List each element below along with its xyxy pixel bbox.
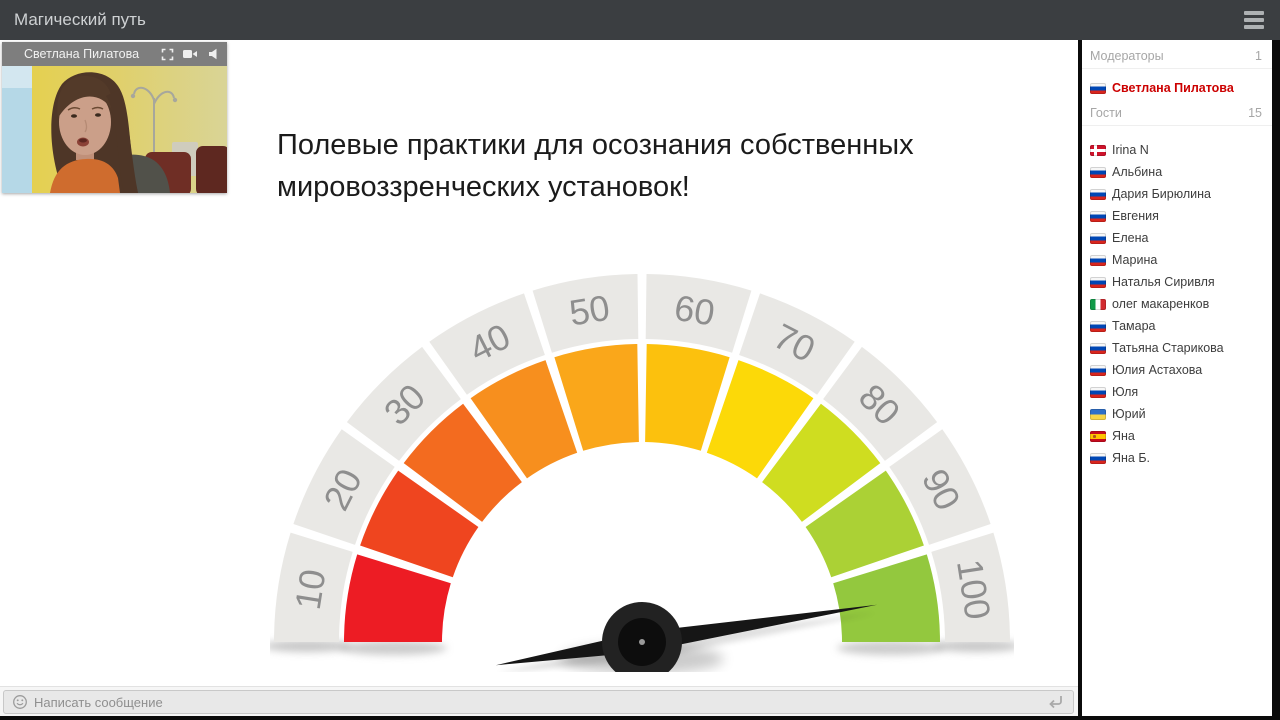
speaker-person (50, 72, 138, 193)
right-edge-strip (1272, 40, 1280, 720)
webcam-header: Светлана Пилатова (2, 42, 227, 66)
window-title: Магический путь (14, 10, 146, 29)
panel-divider (1078, 40, 1082, 720)
participant-row[interactable]: Юлия Астахова (1082, 359, 1272, 381)
participant-name: Елена (1112, 231, 1149, 245)
flag-icon (1090, 452, 1106, 464)
flag-icon (1090, 82, 1106, 94)
guests-count: 15 (1248, 106, 1262, 120)
speaker-icon[interactable] (204, 46, 222, 62)
participant-name: олег макаренков (1112, 297, 1210, 311)
participant-name: Дария Бирюлина (1112, 187, 1211, 201)
participant-name: Тамара (1112, 319, 1156, 333)
participant-name: Юлия Астахова (1112, 363, 1203, 377)
participant-name: Наталья Сиривля (1112, 275, 1215, 289)
webcam-video-feed (2, 66, 227, 193)
floor-lamp (130, 86, 178, 160)
flag-icon (1090, 276, 1106, 288)
participant-name: Яна (1112, 429, 1135, 443)
participant-row[interactable]: Татьяна Старикова (1082, 337, 1272, 359)
participant-name: Марина (1112, 253, 1158, 267)
chat-message-input[interactable] (3, 690, 1074, 714)
svg-text:50: 50 (566, 287, 612, 334)
flag-icon (1090, 166, 1106, 178)
flag-icon (1090, 254, 1106, 266)
participant-name: Юрий (1112, 407, 1146, 421)
hamburger-icon[interactable] (1244, 11, 1266, 29)
flag-icon (1090, 386, 1106, 398)
flag-icon (1090, 210, 1106, 222)
svg-text:10: 10 (287, 566, 334, 612)
participant-row[interactable]: олег макаренков (1082, 293, 1272, 315)
participant-row[interactable]: Марина (1082, 249, 1272, 271)
flag-icon (1090, 298, 1106, 310)
participant-name: Яна Б. (1112, 451, 1151, 465)
flag-icon (1090, 430, 1106, 442)
flag-icon (1090, 232, 1106, 244)
flag-icon (1090, 144, 1106, 156)
chat-input-wrap (3, 690, 1074, 714)
flag-icon (1090, 342, 1106, 354)
presentation-area: Светлана Пилатова (0, 40, 1078, 716)
participant-row[interactable]: Дария Бирюлина (1082, 183, 1272, 205)
slide-title: Полевые практики для осознания собственн… (277, 129, 914, 204)
participant-row[interactable]: Елена (1082, 227, 1272, 249)
participant-row[interactable]: Юрий (1082, 403, 1272, 425)
participant-row[interactable]: Тамара (1082, 315, 1272, 337)
camera-icon[interactable] (181, 46, 199, 62)
participant-name: Альбина (1112, 165, 1163, 179)
participant-row[interactable]: Irina N (1082, 139, 1272, 161)
webcam-speaker-name: Светлана Пилатова (24, 47, 140, 61)
svg-text:60: 60 (672, 287, 718, 334)
participant-row[interactable]: Яна (1082, 425, 1272, 447)
participant-name: Татьяна Старикова (1112, 341, 1224, 355)
top-bar: Магический путь (0, 0, 1280, 40)
participants-sidebar: Модераторы 1 Светлана Пилатова Гости 15 … (1082, 40, 1272, 716)
participant-row[interactable]: Юля (1082, 381, 1272, 403)
webcam-panel: Светлана Пилатова (2, 42, 227, 193)
participant-name: Светлана Пилатова (1112, 81, 1234, 95)
flag-icon (1090, 364, 1106, 376)
guest-list: Irina N Альбина Дария Бирюлина Евгения Е… (1082, 139, 1272, 469)
participant-row-moderator[interactable]: Светлана Пилатова (1082, 77, 1272, 99)
chat-bar (0, 686, 1078, 716)
participant-row[interactable]: Наталья Сиривля (1082, 271, 1272, 293)
enter-icon[interactable] (1046, 694, 1064, 710)
moderators-header: Модераторы 1 (1082, 48, 1272, 69)
participant-name: Евгения (1112, 209, 1159, 223)
flag-icon (1090, 320, 1106, 332)
flag-icon (1090, 408, 1106, 420)
guests-header: Гости 15 (1082, 105, 1272, 126)
participant-row[interactable]: Альбина (1082, 161, 1272, 183)
smiley-icon[interactable] (12, 694, 28, 710)
participant-name: Irina N (1112, 143, 1149, 157)
fullscreen-icon[interactable] (158, 46, 176, 62)
participant-name: Юля (1112, 385, 1139, 399)
flag-icon (1090, 188, 1106, 200)
participant-row[interactable]: Яна Б. (1082, 447, 1272, 469)
participant-row[interactable]: Евгения (1082, 205, 1272, 227)
svg-text:100: 100 (949, 557, 999, 623)
moderators-count: 1 (1255, 49, 1262, 63)
